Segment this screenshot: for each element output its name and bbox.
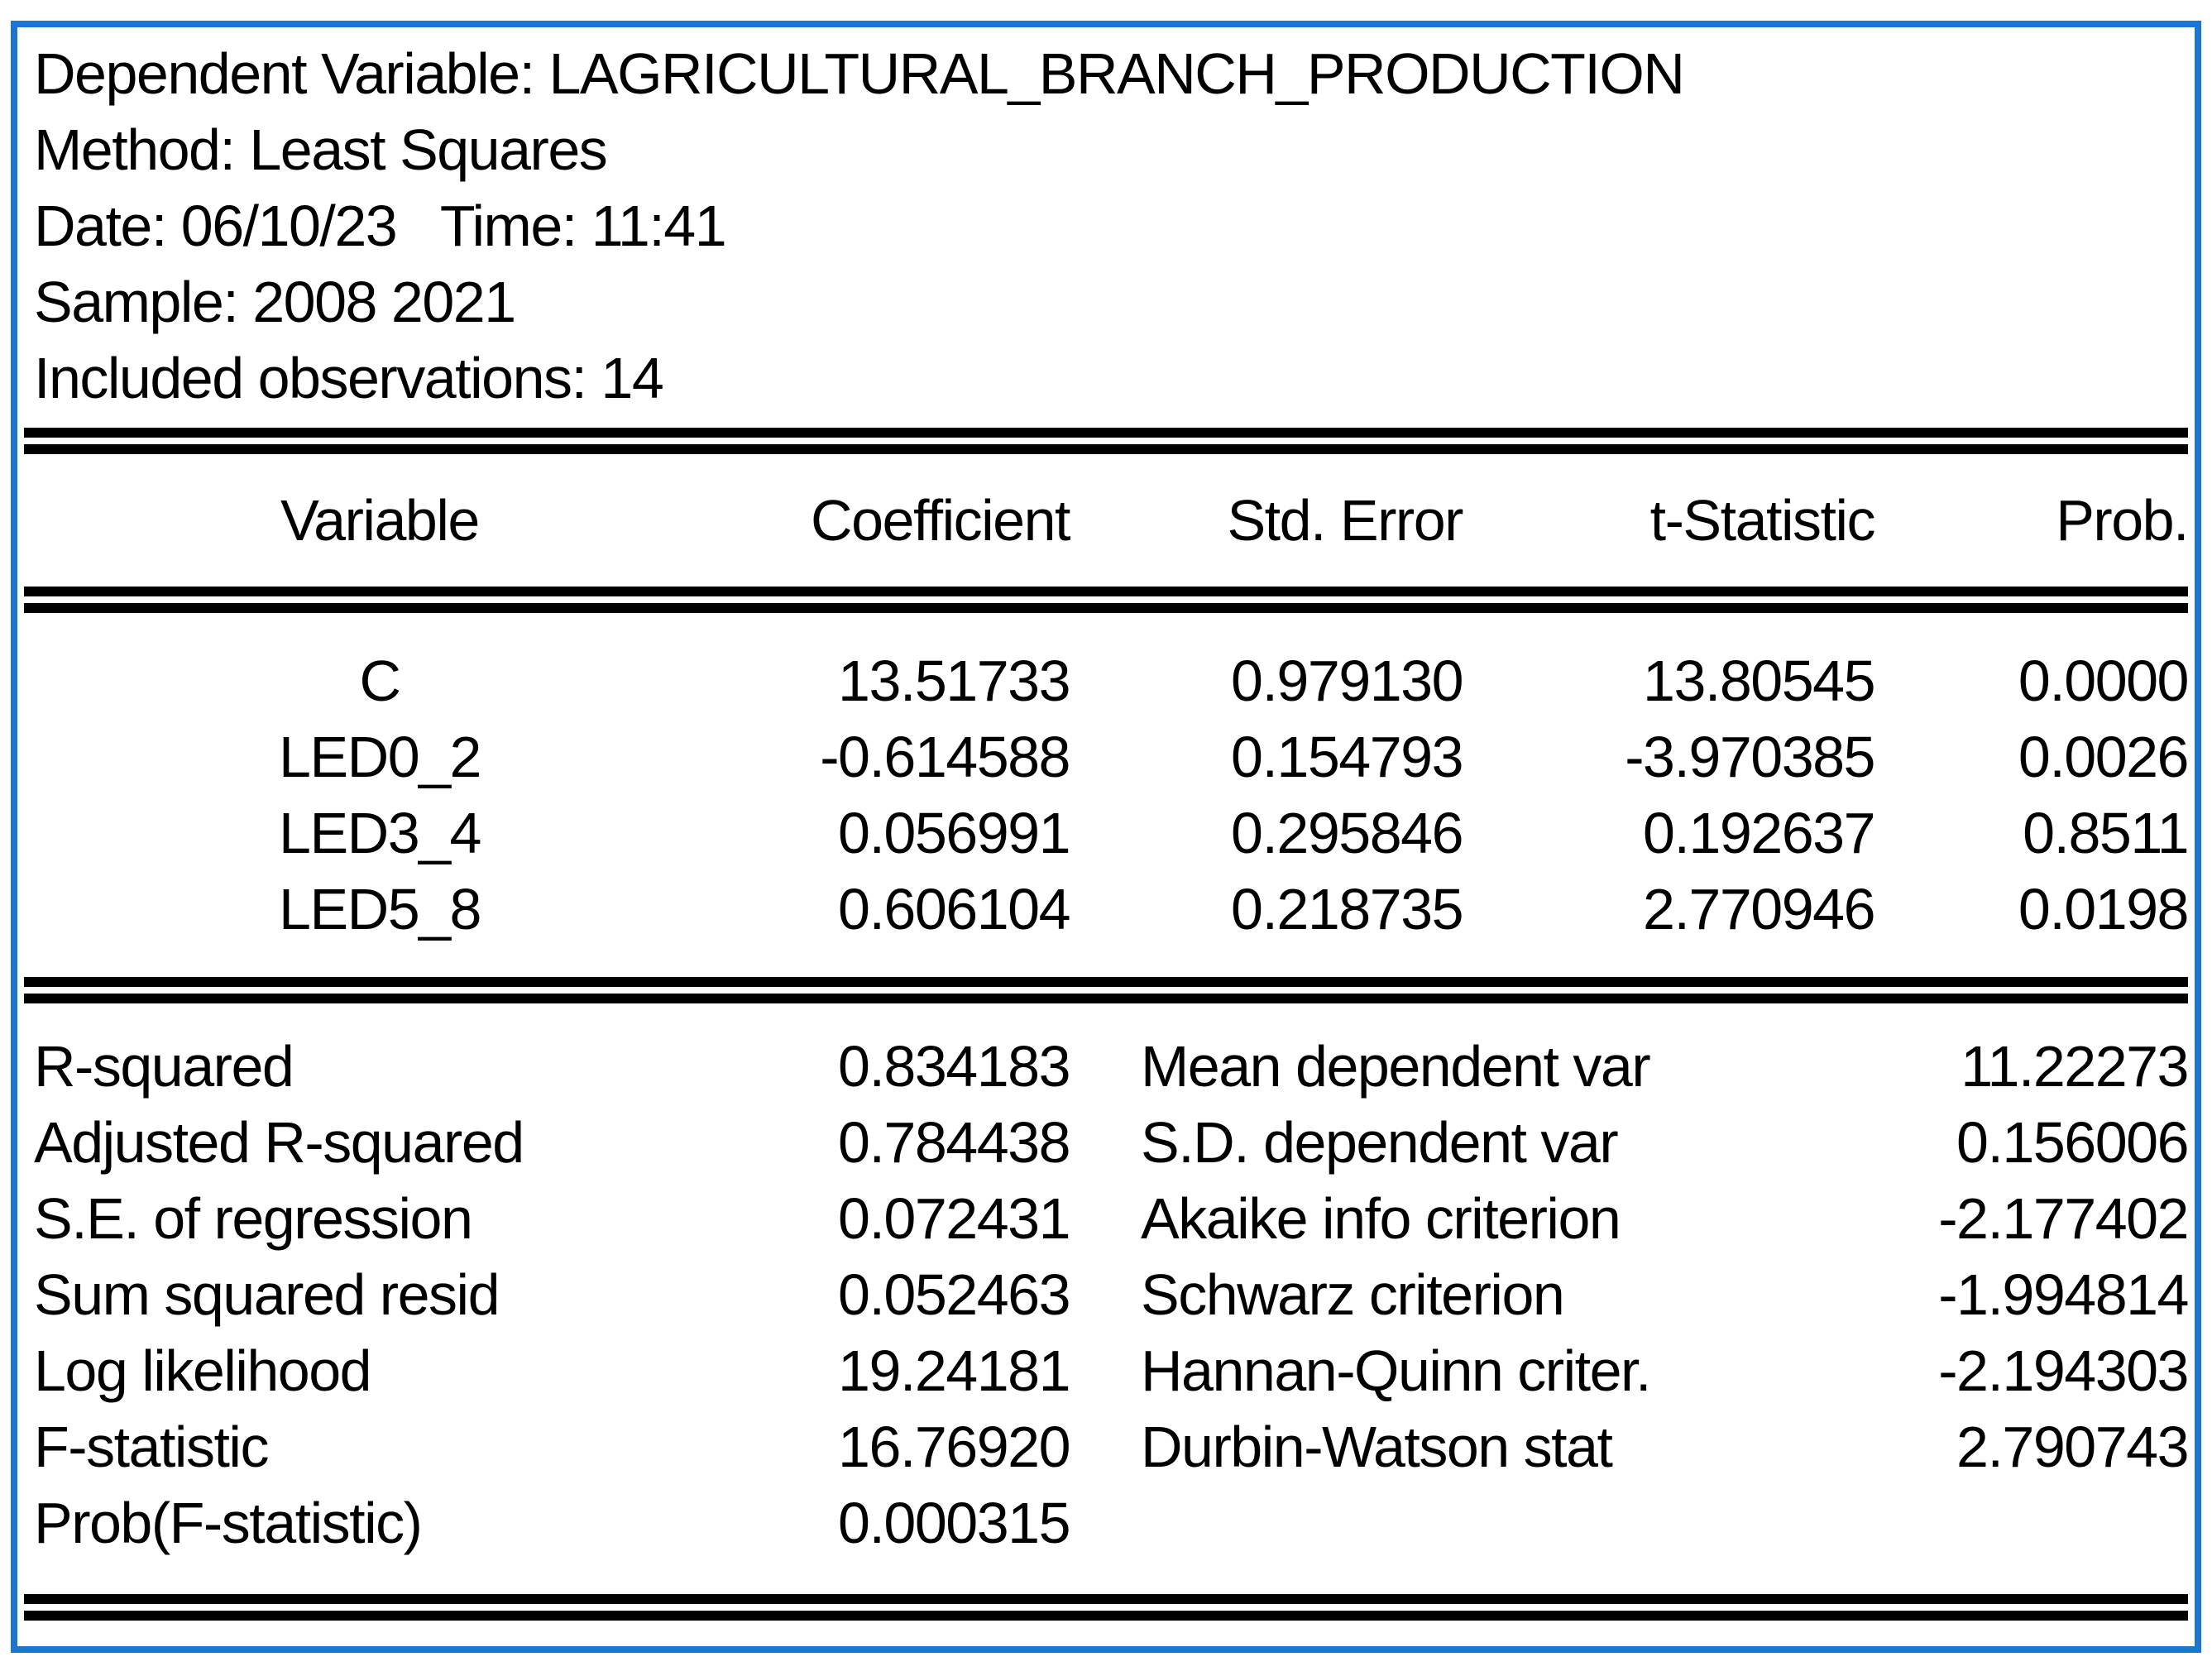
estimation-header: Dependent Variable: LAGRICULTURAL_BRANCH… bbox=[24, 36, 2188, 416]
stat-value: 11.22273 bbox=[1961, 1034, 2189, 1099]
summary-row: R-squared 0.834183 Mean dependent var 11… bbox=[24, 1028, 2190, 1104]
table-row: LED0_2 -0.614588 0.154793 -3.970385 0.00… bbox=[24, 719, 2190, 795]
summary-row: Adjusted R-squared 0.784438 S.D. depende… bbox=[24, 1104, 2190, 1180]
stat-label: Adjusted R-squared bbox=[34, 1110, 524, 1175]
stat-label: R-squared bbox=[34, 1034, 294, 1099]
cell-std-error: 0.979130 bbox=[1231, 649, 1463, 713]
col-header-variable: Variable bbox=[280, 488, 480, 553]
regression-output-content: Dependent Variable: LAGRICULTURAL_BRANCH… bbox=[17, 27, 2195, 1646]
cell-std-error: 0.218735 bbox=[1231, 877, 1463, 941]
cell-variable: LED3_4 bbox=[279, 801, 481, 865]
cell-prob: 0.0000 bbox=[2018, 649, 2190, 713]
summary-row: F-statistic 16.76920 Durbin-Watson stat … bbox=[24, 1409, 2190, 1485]
stat-value: 16.76920 bbox=[838, 1415, 1070, 1479]
stat-value: 0.052463 bbox=[838, 1262, 1070, 1327]
stat-value: 0.834183 bbox=[838, 1034, 1070, 1099]
stat-label: Sum squared resid bbox=[34, 1262, 500, 1327]
cell-t-statistic: -3.970385 bbox=[1625, 725, 1875, 789]
coefficient-table-header: Variable Coefficient Std. Error t-Statis… bbox=[24, 454, 2189, 587]
cell-coefficient: 0.056991 bbox=[838, 801, 1070, 865]
col-header-prob: Prob. bbox=[2056, 488, 2189, 553]
cell-std-error: 0.154793 bbox=[1231, 725, 1463, 789]
stat-label: Log likelihood bbox=[34, 1338, 372, 1403]
summary-statistics: R-squared 0.834183 Mean dependent var 11… bbox=[24, 1003, 2190, 1594]
cell-t-statistic: 13.80545 bbox=[1643, 649, 1875, 713]
double-rule bbox=[24, 1594, 2188, 1621]
cell-prob: 0.0026 bbox=[2018, 725, 2190, 789]
coefficient-table-body: C 13.51733 0.979130 13.80545 0.0000 LED0… bbox=[24, 613, 2190, 977]
cell-variable: LED5_8 bbox=[279, 877, 481, 941]
stat-label: S.E. of regression bbox=[34, 1186, 473, 1251]
date-time-line: Date: 06/10/23 Time: 11:41 bbox=[34, 194, 727, 258]
dependent-variable-line: Dependent Variable: LAGRICULTURAL_BRANCH… bbox=[34, 41, 1685, 106]
summary-row: Prob(F-statistic) 0.000315 bbox=[24, 1485, 2188, 1561]
stat-label: F-statistic bbox=[34, 1415, 269, 1479]
regression-output-frame: Dependent Variable: LAGRICULTURAL_BRANCH… bbox=[11, 21, 2201, 1653]
cell-variable: LED0_2 bbox=[279, 725, 481, 789]
stat-value: 0.000315 bbox=[838, 1491, 1070, 1555]
col-header-coefficient: Coefficient bbox=[811, 488, 1070, 553]
cell-variable: C bbox=[359, 649, 401, 713]
stat-value: -2.194303 bbox=[1938, 1338, 2189, 1403]
cell-t-statistic: 2.770946 bbox=[1643, 877, 1875, 941]
stat-label: Akaike info criterion bbox=[1141, 1186, 1621, 1251]
col-header-t-statistic: t-Statistic bbox=[1649, 488, 1876, 553]
cell-prob: 0.0198 bbox=[2018, 877, 2190, 941]
stat-value bbox=[1720, 1485, 2188, 1561]
sample-line: Sample: 2008 2021 bbox=[34, 270, 516, 334]
table-row: LED3_4 0.056991 0.295846 0.192637 0.8511 bbox=[24, 795, 2189, 871]
stat-label: S.D. dependent var bbox=[1141, 1110, 1619, 1175]
table-row: LED5_8 0.606104 0.218735 2.770946 0.0198 bbox=[24, 871, 2190, 947]
cell-coefficient: -0.614588 bbox=[820, 725, 1070, 789]
cell-coefficient: 13.51733 bbox=[838, 649, 1070, 713]
stat-label: Prob(F-statistic) bbox=[34, 1491, 423, 1555]
summary-row: S.E. of regression 0.072431 Akaike info … bbox=[24, 1180, 2190, 1257]
stat-value: 19.24181 bbox=[838, 1338, 1070, 1403]
table-row: C 13.51733 0.979130 13.80545 0.0000 bbox=[24, 643, 2190, 719]
cell-std-error: 0.295846 bbox=[1231, 801, 1463, 865]
double-rule bbox=[24, 428, 2188, 454]
stat-label: Mean dependent var bbox=[1141, 1034, 1651, 1099]
summary-row: Sum squared resid 0.052463 Schwarz crite… bbox=[24, 1257, 2190, 1333]
stat-label: Schwarz criterion bbox=[1141, 1262, 1565, 1327]
stat-label: Hannan-Quinn criter. bbox=[1141, 1338, 1651, 1403]
cell-prob: 0.8511 bbox=[2023, 801, 2189, 865]
double-rule bbox=[24, 977, 2188, 1003]
cell-t-statistic: 0.192637 bbox=[1643, 801, 1875, 865]
summary-row: Log likelihood 19.24181 Hannan-Quinn cri… bbox=[24, 1333, 2190, 1409]
stat-label: Durbin-Watson stat bbox=[1141, 1415, 1613, 1479]
included-observations-line: Included observations: 14 bbox=[34, 346, 664, 410]
stat-value: 0.156006 bbox=[1956, 1110, 2189, 1175]
stat-value: -2.177402 bbox=[1938, 1186, 2189, 1251]
stat-label bbox=[1141, 1485, 1720, 1561]
stat-value: 0.072431 bbox=[838, 1186, 1070, 1251]
stat-value: 0.784438 bbox=[838, 1110, 1070, 1175]
double-rule bbox=[24, 587, 2188, 613]
cell-coefficient: 0.606104 bbox=[838, 877, 1070, 941]
method-line: Method: Least Squares bbox=[34, 117, 608, 182]
stat-value: -1.994814 bbox=[1938, 1262, 2189, 1327]
col-header-std-error: Std. Error bbox=[1227, 488, 1463, 553]
stat-value: 2.790743 bbox=[1956, 1415, 2189, 1479]
